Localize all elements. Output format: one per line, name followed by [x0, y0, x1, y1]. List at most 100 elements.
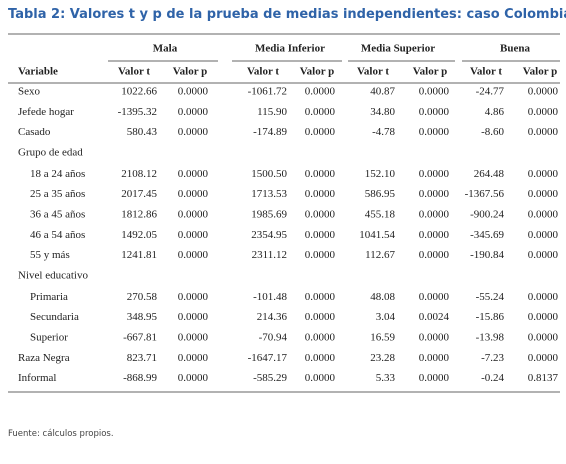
- cell: 0.0000: [419, 229, 450, 241]
- row-label: Jefede hogar: [18, 106, 74, 118]
- cell: 0.0000: [305, 249, 336, 261]
- cell: -1395.32: [118, 106, 157, 118]
- cell: 34.80: [370, 106, 395, 118]
- group-header: Buena: [500, 43, 530, 55]
- cell: 0.0000: [528, 332, 559, 344]
- cell: 0.0000: [528, 352, 559, 364]
- cell: -55.24: [476, 291, 505, 303]
- cell: 586.95: [365, 188, 396, 200]
- cell: 2311.12: [252, 249, 287, 261]
- source-note: Fuente: cálculos propios.: [8, 429, 114, 439]
- cell: 0.0000: [528, 86, 559, 98]
- row-label: Informal: [18, 372, 56, 384]
- cell: 1500.50: [251, 168, 287, 180]
- cell: -190.84: [470, 249, 504, 261]
- table-title: Tabla 2: Valores t y p de la prueba de m…: [8, 7, 566, 22]
- cell: 0.0000: [178, 291, 209, 303]
- cell: 0.0000: [419, 372, 450, 384]
- cell: -7.23: [481, 352, 504, 364]
- cell: 0.0000: [528, 249, 559, 261]
- cell: 1492.05: [121, 229, 157, 241]
- cell: -15.86: [476, 311, 505, 323]
- column-header: Valor p: [173, 66, 208, 78]
- cell: 0.0000: [305, 86, 336, 98]
- cell: -667.81: [123, 332, 157, 344]
- cell: 0.0000: [528, 291, 559, 303]
- cell: 0.0000: [528, 311, 559, 323]
- cell: 455.18: [365, 209, 396, 221]
- cell: -900.24: [470, 209, 504, 221]
- cell: 1041.54: [359, 229, 395, 241]
- cell: 0.0024: [419, 311, 450, 323]
- row-label: Superior: [30, 332, 68, 344]
- row-label: Raza Negra: [18, 352, 70, 364]
- cell: -0.24: [481, 372, 504, 384]
- row-label: 36 a 45 años: [30, 209, 85, 221]
- section-label: Nivel educativo: [18, 269, 88, 281]
- cell: 2017.45: [121, 188, 157, 200]
- section-label: Grupo de edad: [18, 146, 83, 158]
- cell: -4.78: [372, 126, 395, 138]
- cell: 0.0000: [178, 188, 209, 200]
- cell: 1713.53: [251, 188, 287, 200]
- cell: 0.0000: [419, 188, 450, 200]
- cell: 0.0000: [178, 311, 209, 323]
- cell: 40.87: [370, 86, 395, 98]
- cell: 0.0000: [305, 352, 336, 364]
- row-label: 55 y más: [30, 249, 70, 261]
- cell: 0.0000: [305, 168, 336, 180]
- cell: 0.0000: [419, 249, 450, 261]
- cell: 48.08: [370, 291, 395, 303]
- cell: 0.0000: [305, 291, 336, 303]
- cell: 823.71: [127, 352, 157, 364]
- cell: 1022.66: [121, 86, 157, 98]
- cell: 0.0000: [178, 332, 209, 344]
- cell: 0.0000: [419, 86, 450, 98]
- cell: 0.0000: [305, 209, 336, 221]
- cell: 270.58: [127, 291, 158, 303]
- cell: 0.0000: [528, 168, 559, 180]
- cell: 4.86: [485, 106, 505, 118]
- cell: 348.95: [127, 311, 158, 323]
- row-label: Sexo: [18, 86, 41, 98]
- cell: -24.77: [476, 86, 505, 98]
- cell: 5.33: [376, 372, 396, 384]
- column-header: Valor t: [247, 66, 279, 78]
- row-label: Secundaria: [30, 311, 79, 323]
- cell: 3.04: [376, 311, 396, 323]
- cell: -13.98: [476, 332, 505, 344]
- cell: -585.29: [253, 372, 287, 384]
- cell: 0.0000: [305, 126, 336, 138]
- cell: 0.0000: [305, 229, 336, 241]
- row-label: 18 a 24 años: [30, 168, 85, 180]
- cell: 112.67: [365, 249, 395, 261]
- column-header: Valor t: [470, 66, 502, 78]
- cell: 0.0000: [528, 188, 559, 200]
- cell: 0.8137: [528, 372, 559, 384]
- cell: -1647.17: [248, 352, 288, 364]
- cell: 2108.12: [121, 168, 157, 180]
- cell: 0.0000: [178, 126, 209, 138]
- row-label: Casado: [18, 126, 51, 138]
- cell: -8.60: [481, 126, 504, 138]
- cell: 0.0000: [419, 332, 450, 344]
- cell: 214.36: [257, 311, 288, 323]
- cell: 152.10: [365, 168, 396, 180]
- cell: 115.90: [257, 106, 287, 118]
- cell: 1985.69: [251, 209, 287, 221]
- column-header: Valor p: [523, 66, 558, 78]
- cell: 0.0000: [528, 126, 559, 138]
- cell: 23.28: [370, 352, 395, 364]
- cell: 0.0000: [305, 372, 336, 384]
- column-header: Valor t: [118, 66, 150, 78]
- cell: -70.94: [259, 332, 288, 344]
- column-header: Variable: [18, 66, 58, 78]
- cell: 0.0000: [178, 86, 209, 98]
- row-label: 46 a 54 años: [30, 229, 85, 241]
- group-header: Media Inferior: [255, 43, 325, 55]
- cell: -345.69: [470, 229, 504, 241]
- cell: -868.99: [123, 372, 157, 384]
- cell: -174.89: [253, 126, 287, 138]
